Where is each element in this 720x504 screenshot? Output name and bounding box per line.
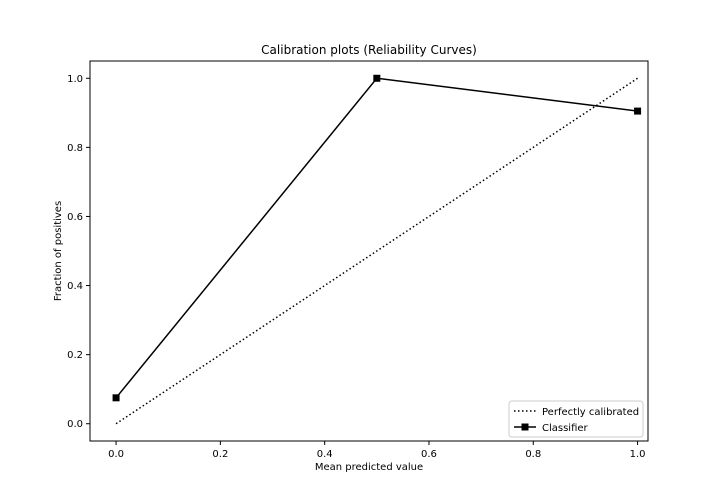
y-axis-ticks: 0.0 0.2 0.4 0.6 0.8 1.0 <box>67 74 90 430</box>
legend-marker-classifier <box>521 423 529 431</box>
y-tick-label: 0.2 <box>67 350 83 361</box>
y-tick-label: 0.8 <box>67 143 83 154</box>
x-axis-ticks: 0.0 0.2 0.4 0.6 0.8 1.0 <box>108 441 646 460</box>
y-tick-label: 0.0 <box>67 419 83 430</box>
data-point-classifier <box>634 107 642 115</box>
series-line-perfectly-calibrated <box>115 77 638 425</box>
legend-label-perfectly-calibrated: Perfectly calibrated <box>542 407 639 418</box>
chart-title: Calibration plots (Reliability Curves) <box>261 43 477 57</box>
y-tick-label: 0.4 <box>67 281 83 292</box>
data-point-classifier <box>373 74 381 82</box>
legend: Perfectly calibrated Classifier <box>508 400 644 438</box>
x-axis-label: Mean predicted value <box>315 462 423 473</box>
x-tick-label: 1.0 <box>630 449 646 460</box>
y-tick-label: 1.0 <box>67 74 83 85</box>
y-axis-label: Fraction of positives <box>53 201 64 301</box>
plot-area <box>89 60 649 442</box>
x-tick-label: 0.6 <box>421 449 437 460</box>
legend-box <box>508 400 644 438</box>
legend-label-classifier: Classifier <box>542 423 589 434</box>
x-tick-label: 0.8 <box>525 449 541 460</box>
x-tick-label: 0.2 <box>212 449 228 460</box>
series-layer <box>112 74 642 425</box>
y-tick-label: 0.6 <box>67 212 83 223</box>
x-tick-label: 0.0 <box>108 449 124 460</box>
plot-frame <box>89 60 649 442</box>
data-point-classifier <box>112 394 120 402</box>
x-tick-label: 0.4 <box>317 449 333 460</box>
